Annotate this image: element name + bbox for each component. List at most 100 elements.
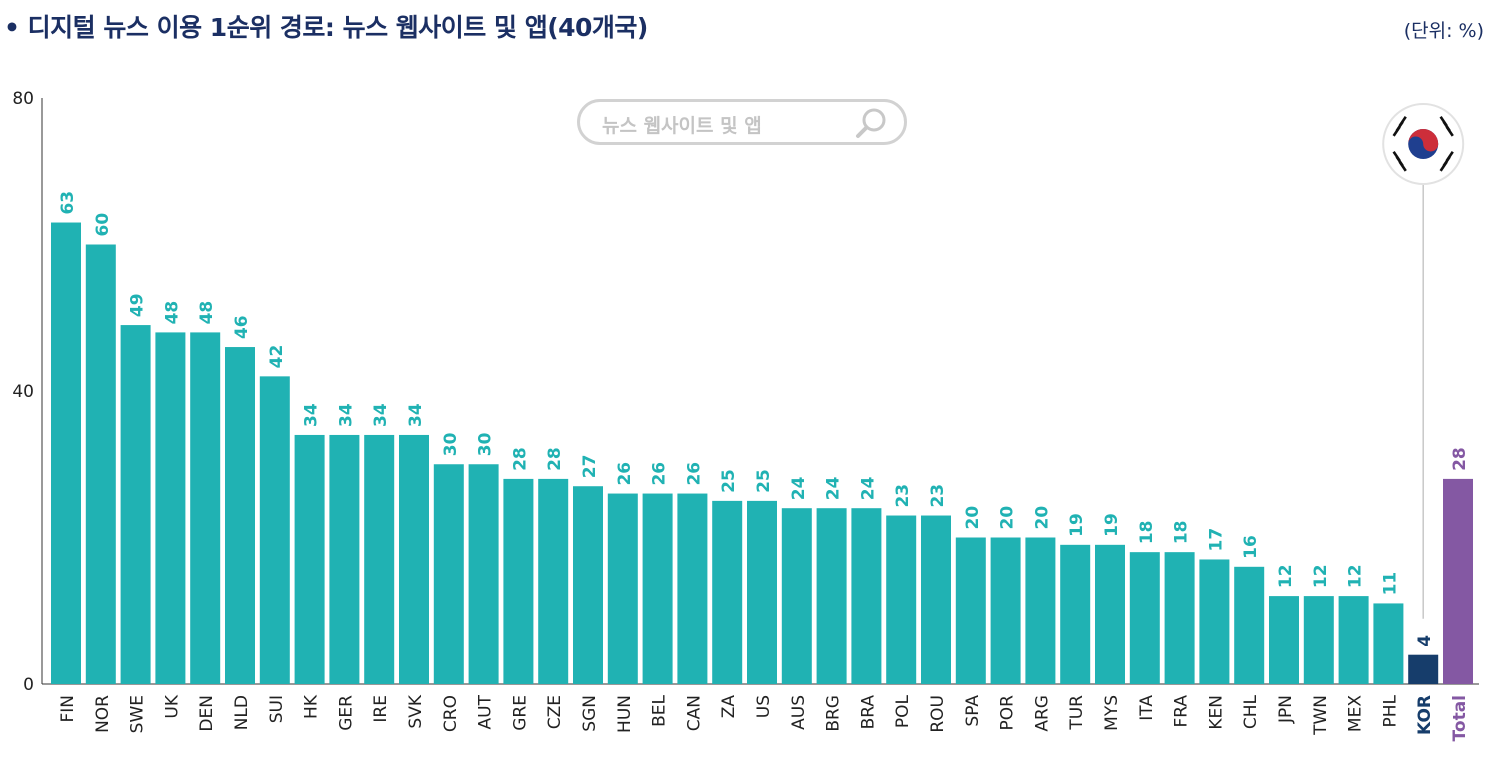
bar xyxy=(51,222,81,684)
category-label: POR xyxy=(998,695,1018,731)
category-label: CRO xyxy=(441,695,461,732)
data-label: 28 xyxy=(545,447,565,471)
data-label: 12 xyxy=(1346,564,1366,588)
data-label: 23 xyxy=(893,484,913,508)
data-label: 20 xyxy=(963,506,983,530)
category-label: DEN xyxy=(197,695,217,732)
bar xyxy=(538,478,569,684)
category-label: KEN xyxy=(1206,695,1226,730)
category-label: CAN xyxy=(684,695,704,731)
data-label: 18 xyxy=(1172,520,1192,544)
data-label: 30 xyxy=(476,432,496,456)
category-label: JPN xyxy=(1276,695,1296,724)
bar xyxy=(225,347,255,684)
y-tick-label: 80 xyxy=(12,89,34,109)
category-label: SUI xyxy=(267,695,287,723)
category-label: ROU xyxy=(928,695,948,733)
category-label: BRA xyxy=(858,695,878,730)
bar xyxy=(468,464,499,684)
bar xyxy=(120,325,151,684)
category-label: ITA xyxy=(1137,695,1157,721)
category-label: FRA xyxy=(1172,695,1192,728)
bar xyxy=(1234,566,1265,684)
data-label: 20 xyxy=(1032,506,1052,530)
bar xyxy=(677,493,708,684)
category-label: CHL xyxy=(1241,694,1261,729)
data-label: 18 xyxy=(1137,520,1157,544)
data-label: 48 xyxy=(162,301,182,325)
bar xyxy=(190,332,221,684)
data-label: 26 xyxy=(684,462,704,486)
category-label: TWN xyxy=(1311,695,1331,736)
data-label: 27 xyxy=(580,455,600,479)
data-label: 23 xyxy=(928,484,948,508)
data-label: 49 xyxy=(128,293,148,317)
category-label: SVK xyxy=(406,694,426,728)
bar xyxy=(503,478,534,684)
bar xyxy=(747,500,777,684)
data-label: 4 xyxy=(1415,635,1435,647)
data-label: 34 xyxy=(336,403,356,427)
bar xyxy=(364,434,395,684)
bar xyxy=(1060,544,1091,684)
bar xyxy=(607,493,638,684)
bar xyxy=(1199,559,1230,684)
bar xyxy=(399,434,429,684)
data-label: 19 xyxy=(1102,513,1122,537)
category-label: NOR xyxy=(93,695,113,733)
category-label: MEX xyxy=(1346,695,1366,732)
category-label: UK xyxy=(162,694,182,718)
data-label: 63 xyxy=(58,191,78,215)
bar xyxy=(1164,552,1195,684)
bar xyxy=(851,508,882,684)
data-label: 20 xyxy=(998,506,1018,530)
bar xyxy=(1373,603,1404,684)
bar xyxy=(921,515,951,684)
data-label: 12 xyxy=(1311,564,1331,588)
bar xyxy=(85,244,116,684)
data-label: 34 xyxy=(371,403,391,427)
data-label: 24 xyxy=(858,476,878,500)
bar xyxy=(642,493,673,684)
data-label: 26 xyxy=(615,462,635,486)
category-label: TUR xyxy=(1067,695,1087,731)
category-label: HUN xyxy=(615,695,635,733)
magnifier-icon xyxy=(854,105,890,145)
data-label: 11 xyxy=(1380,572,1400,596)
category-label: BRG xyxy=(824,695,844,732)
bar xyxy=(1269,596,1299,684)
bar xyxy=(1129,552,1160,684)
data-label: 42 xyxy=(267,345,287,369)
data-label: 16 xyxy=(1241,535,1261,559)
bar xyxy=(1338,596,1369,684)
bar xyxy=(712,500,743,684)
bar xyxy=(433,464,464,684)
data-label: 24 xyxy=(824,476,844,500)
category-label: GRE xyxy=(510,695,530,731)
data-label: 26 xyxy=(650,462,670,486)
search-box: 뉴스 웹사이트 및 앱 xyxy=(577,99,907,145)
bar xyxy=(955,537,986,684)
category-label: Total xyxy=(1450,695,1470,741)
data-label: 25 xyxy=(754,469,774,493)
category-label: IRE xyxy=(371,695,391,723)
bar xyxy=(1303,596,1334,684)
data-label: 34 xyxy=(302,403,322,427)
category-label: HK xyxy=(302,694,322,719)
korea-flag-icon xyxy=(1382,103,1465,185)
data-label: 48 xyxy=(197,301,217,325)
category-label: AUT xyxy=(476,694,496,729)
data-label: 25 xyxy=(719,469,739,493)
y-tick-label: 0 xyxy=(23,675,34,695)
category-label: CZE xyxy=(545,695,565,729)
data-label: 30 xyxy=(441,432,461,456)
category-label: FIN xyxy=(58,695,78,723)
bar xyxy=(816,508,847,684)
category-label: GER xyxy=(336,695,356,731)
category-label: US xyxy=(754,695,774,718)
bar xyxy=(294,434,325,684)
bar xyxy=(990,537,1021,684)
category-label: SGN xyxy=(580,695,600,732)
bar xyxy=(259,376,290,684)
